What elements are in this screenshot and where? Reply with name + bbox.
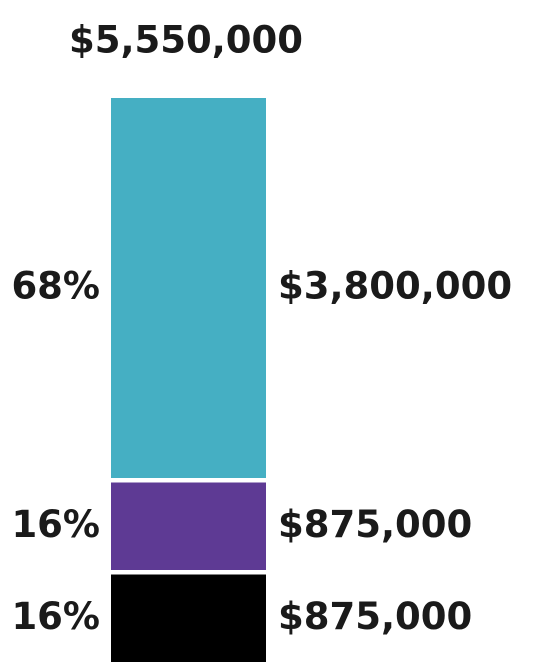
- bar-segment: [111, 574, 266, 662]
- bar-segment: [111, 482, 266, 570]
- percent-label: 68%: [11, 265, 100, 308]
- chart-title: $5,550,000: [69, 19, 303, 62]
- value-label: $875,000: [278, 595, 472, 638]
- value-label: $3,800,000: [278, 265, 512, 308]
- bar-segment: [111, 98, 266, 478]
- percent-label: 16%: [11, 595, 100, 638]
- value-label: $875,000: [278, 503, 472, 546]
- percent-label: 16%: [11, 503, 100, 546]
